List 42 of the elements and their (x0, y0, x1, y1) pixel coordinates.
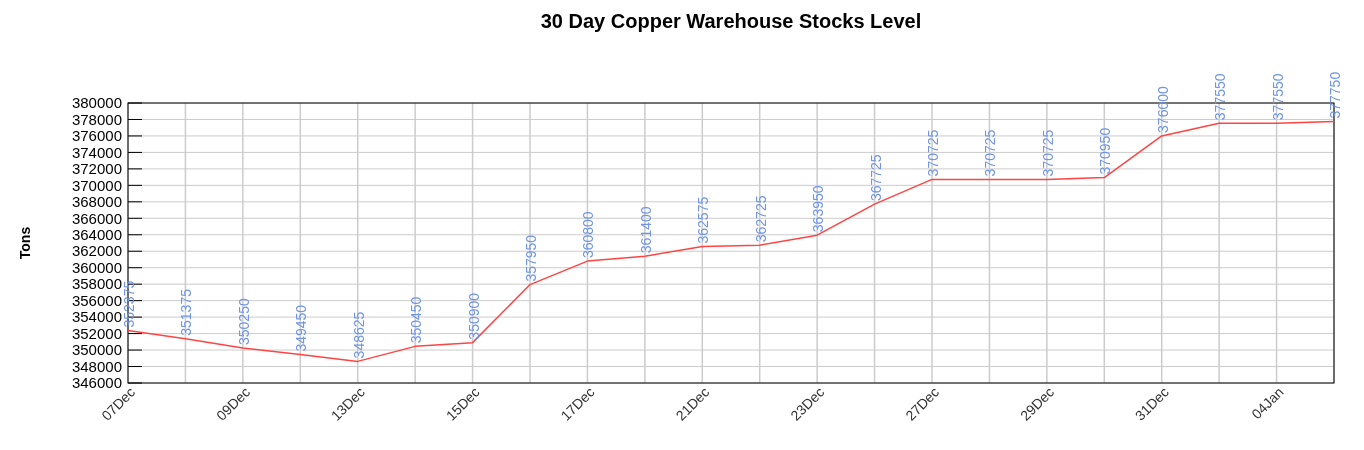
data-label: 370725 (982, 129, 999, 177)
y-tick-label: 346000 (71, 374, 122, 392)
y-tick-label: 366000 (71, 209, 122, 227)
y-tick-label: 362000 (71, 242, 122, 260)
data-label: 351375 (178, 288, 195, 336)
y-tick-label: 348000 (71, 357, 122, 375)
y-tick-label: 352000 (71, 324, 122, 342)
data-label: 362575 (695, 196, 712, 244)
data-label: 360800 (580, 211, 597, 259)
data-label: 362725 (752, 195, 769, 243)
data-label: 357950 (523, 234, 539, 282)
data-label: 350250 (235, 298, 252, 345)
data-label: 348625 (350, 311, 367, 359)
y-tick-label: 356000 (71, 291, 122, 309)
data-label: 350900 (465, 292, 482, 340)
y-tick-label: 354000 (71, 308, 122, 326)
data-label: 370725 (1039, 129, 1056, 177)
data-label: 377750 (1327, 71, 1343, 119)
y-tick-label: 350000 (71, 341, 122, 359)
data-label: 377550 (1212, 73, 1229, 121)
data-label: 350450 (408, 296, 425, 344)
y-tick-label: 360000 (71, 258, 122, 276)
data-label: 349450 (293, 304, 310, 352)
y-tick-label: 380000 (71, 94, 122, 112)
data-label: 376000 (1154, 86, 1171, 133)
data-label: 367725 (867, 154, 884, 202)
y-tick-label: 374000 (71, 143, 122, 161)
data-label: 352375 (121, 280, 137, 328)
data-label: 370725 (925, 129, 941, 177)
chart-title: 30 Day Copper Warehouse Stocks Level (540, 10, 922, 32)
data-label: 377550 (1269, 73, 1286, 121)
data-label: 363950 (810, 185, 827, 233)
data-label: 361400 (637, 206, 654, 254)
y-tick-label: 370000 (71, 176, 122, 194)
y-tick-label: 376000 (71, 127, 122, 145)
y-axis-title: Tons (17, 226, 33, 260)
data-label: 370950 (1097, 127, 1114, 175)
y-tick-label: 368000 (71, 193, 122, 211)
y-tick-label: 358000 (71, 275, 122, 293)
y-tick-label: 378000 (71, 110, 122, 128)
y-tick-label: 364000 (71, 226, 122, 244)
y-tick-label: 372000 (71, 160, 122, 178)
